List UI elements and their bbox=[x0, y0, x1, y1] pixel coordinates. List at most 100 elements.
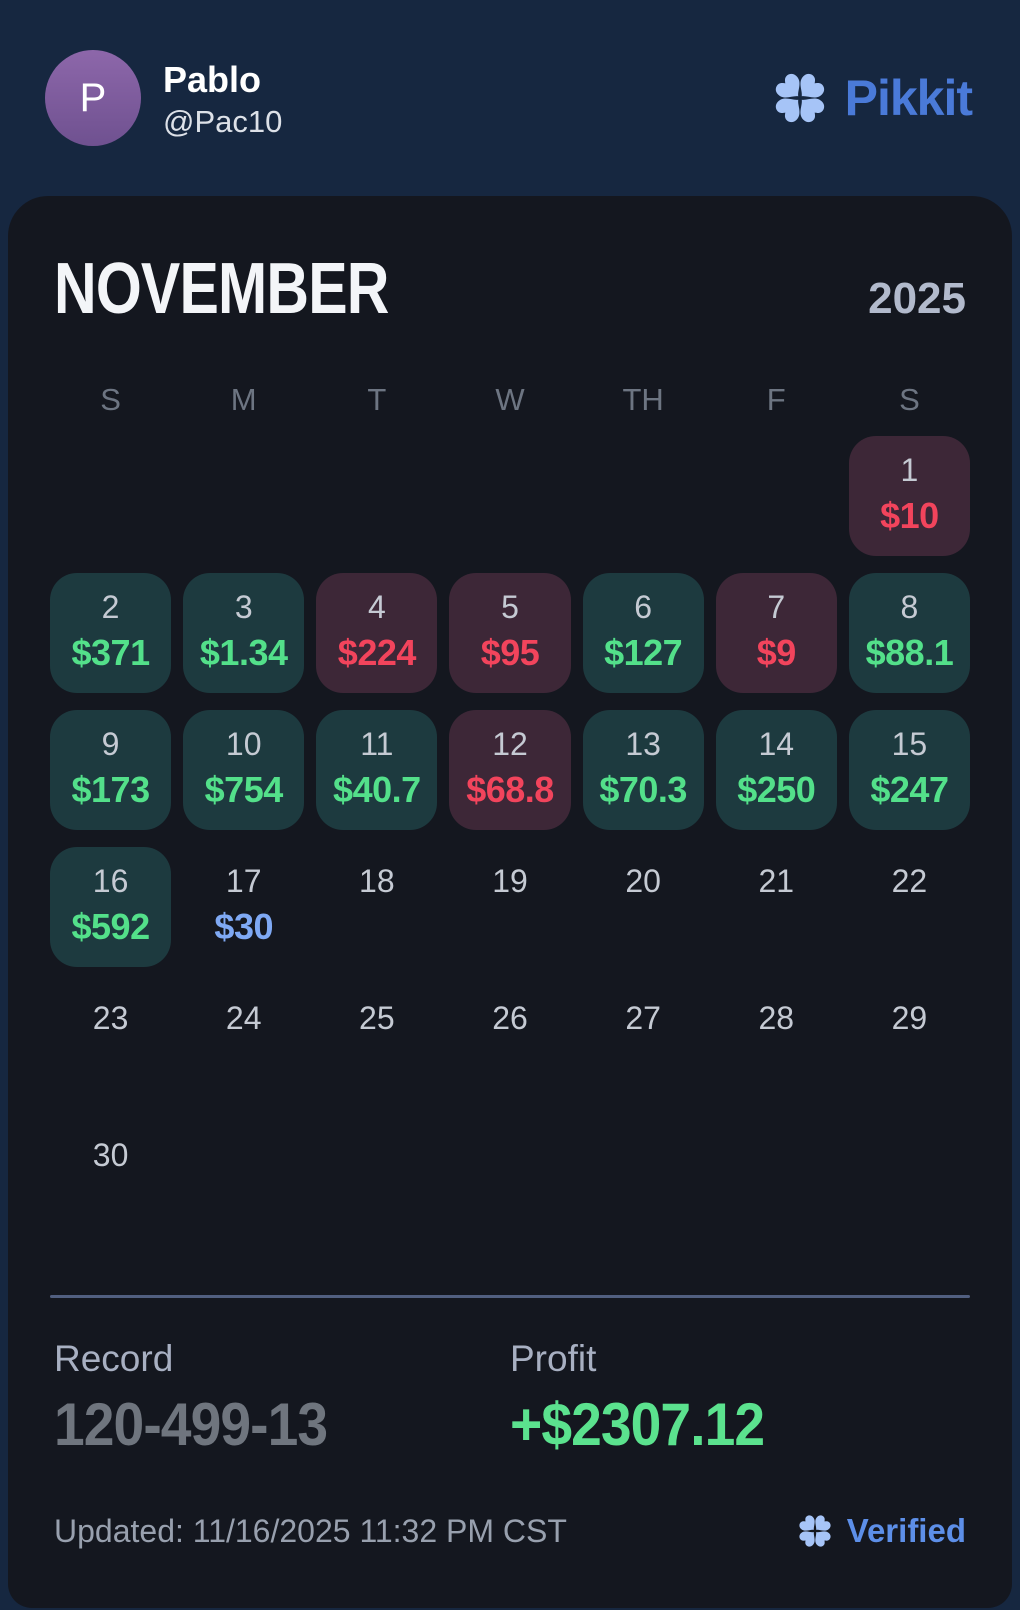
day-number: 22 bbox=[891, 863, 928, 899]
day-number: 6 bbox=[634, 589, 653, 625]
calendar-day-cell-18: 18 bbox=[316, 847, 437, 967]
day-number: 27 bbox=[625, 1000, 661, 1036]
calendar-day-cell-6[interactable]: 6 $127 bbox=[582, 573, 704, 693]
year-label: 2025 bbox=[868, 274, 966, 323]
day-amount: $173 bbox=[71, 768, 151, 810]
day-amount: $70.3 bbox=[599, 768, 687, 810]
day-amount: $754 bbox=[204, 768, 284, 810]
clover-icon bbox=[799, 1515, 831, 1547]
day-number: 23 bbox=[92, 1000, 129, 1036]
user-info: Pablo @Pac10 bbox=[163, 57, 282, 140]
calendar-empty-cell bbox=[716, 436, 837, 556]
calendar-card: NOVEMBER 2025 S M T W TH F S 1 $10 2 $371 3 $… bbox=[8, 196, 1012, 1608]
day-number: 2 bbox=[101, 589, 120, 625]
day-number: 18 bbox=[359, 863, 395, 899]
calendar-day-cell-24: 24 bbox=[183, 984, 304, 1104]
weekday-header-row: S M T W TH F S bbox=[50, 382, 970, 418]
weekday-label-saturday: S bbox=[899, 382, 920, 417]
day-number: 24 bbox=[225, 1000, 262, 1036]
month-title: NOVEMBER bbox=[54, 249, 389, 329]
day-number: 12 bbox=[492, 726, 528, 762]
verified-badge[interactable]: Verified bbox=[795, 1511, 966, 1551]
calendar-empty-cell bbox=[583, 1121, 704, 1241]
calendar-day-cell-2[interactable]: 2 $371 bbox=[50, 573, 172, 693]
day-amount: $95 bbox=[480, 631, 540, 673]
calendar-day-cell-28: 28 bbox=[716, 984, 837, 1104]
calendar-day-cell-1[interactable]: 1 $10 bbox=[848, 436, 970, 556]
calendar-empty-cell bbox=[316, 1121, 437, 1241]
calendar-empty-cell bbox=[716, 1121, 837, 1241]
day-number: 4 bbox=[367, 589, 386, 625]
record-label: Record bbox=[54, 1338, 174, 1379]
day-number: 11 bbox=[360, 726, 394, 762]
updated-timestamp: Updated: 11/16/2025 11:32 PM CST bbox=[54, 1512, 567, 1549]
user-profile[interactable]: P Pablo @Pac10 bbox=[45, 50, 282, 146]
avatar[interactable]: P bbox=[45, 50, 141, 146]
day-number: 15 bbox=[891, 726, 928, 762]
day-number: 1 bbox=[900, 452, 919, 488]
day-number: 17 bbox=[225, 863, 262, 899]
day-amount: $247 bbox=[870, 768, 949, 810]
calendar-day-cell-5[interactable]: 5 $95 bbox=[449, 573, 571, 693]
calendar-day-cell-16[interactable]: 16 $592 bbox=[50, 847, 172, 967]
day-amount: $88.1 bbox=[865, 631, 954, 673]
calendar-day-cell-26: 26 bbox=[449, 984, 570, 1104]
calendar-empty-cell bbox=[449, 436, 570, 556]
day-number: 28 bbox=[758, 1000, 795, 1036]
calendar-day-cell-9[interactable]: 9 $173 bbox=[50, 710, 172, 830]
calendar-day-cell-30: 30 bbox=[50, 1121, 171, 1241]
day-number: 7 bbox=[767, 589, 786, 625]
calendar-empty-cell bbox=[50, 436, 171, 556]
app-header: P Pablo @Pac10 Pikkit bbox=[0, 0, 1020, 196]
day-number: 30 bbox=[92, 1137, 129, 1173]
weekday-label-sunday: S bbox=[100, 382, 121, 417]
calendar-day-cell-25: 25 bbox=[316, 984, 437, 1104]
day-number: 29 bbox=[891, 1000, 928, 1036]
day-amount: $127 bbox=[604, 631, 683, 673]
calendar-day-cell-12[interactable]: 12 $68.8 bbox=[449, 710, 571, 830]
day-amount: $68.8 bbox=[466, 768, 554, 810]
day-number: 14 bbox=[758, 726, 795, 762]
day-number: 26 bbox=[492, 1000, 528, 1036]
calendar-day-cell-11[interactable]: 11 $40.7 bbox=[316, 710, 438, 830]
weekday-label-monday: M bbox=[230, 382, 257, 417]
calendar-empty-cell bbox=[183, 1121, 304, 1241]
calendar-empty-cell bbox=[183, 436, 304, 556]
stats-row: Record 120-499-13 Profit +$2307.12 bbox=[50, 1338, 970, 1459]
calendar-grid: 1 $10 2 $371 3 $1.34 4 $224 5 $95 6 $127 7 $9 8 $88.1 9 $… bbox=[50, 436, 970, 1241]
brand-logo[interactable]: Pikkit bbox=[769, 67, 973, 129]
calendar-day-cell-4[interactable]: 4 $224 bbox=[316, 573, 438, 693]
stats-divider bbox=[50, 1295, 970, 1298]
calendar-day-cell-3[interactable]: 3 $1.34 bbox=[183, 573, 305, 693]
day-number: 8 bbox=[900, 589, 919, 625]
weekday-label-friday: F bbox=[766, 382, 786, 417]
calendar-empty-cell bbox=[316, 436, 437, 556]
calendar-day-cell-23: 23 bbox=[50, 984, 171, 1104]
day-number: 20 bbox=[625, 863, 661, 899]
profit-value: +$2307.12 bbox=[510, 1391, 765, 1458]
card-footer: Updated: 11/16/2025 11:32 PM CST Verifie… bbox=[50, 1511, 970, 1551]
calendar-day-cell-21: 21 bbox=[716, 847, 837, 967]
calendar-day-cell-27: 27 bbox=[583, 984, 704, 1104]
calendar-day-cell-15[interactable]: 15 $247 bbox=[848, 710, 970, 830]
day-number: 9 bbox=[101, 726, 120, 762]
profit-label: Profit bbox=[510, 1338, 597, 1379]
day-number: 16 bbox=[92, 863, 129, 899]
calendar-day-cell-8[interactable]: 8 $88.1 bbox=[848, 573, 970, 693]
weekday-label-wednesday: W bbox=[495, 382, 525, 417]
day-number: 5 bbox=[501, 589, 519, 625]
calendar-day-cell-17[interactable]: 17 $30 bbox=[183, 847, 304, 967]
verified-label: Verified bbox=[846, 1512, 966, 1549]
day-number: 19 bbox=[492, 863, 528, 899]
avatar-initial: P bbox=[79, 75, 107, 120]
calendar-title-row: NOVEMBER 2025 bbox=[50, 248, 970, 330]
calendar-day-cell-14[interactable]: 14 $250 bbox=[715, 710, 837, 830]
day-amount: $9 bbox=[756, 631, 797, 673]
calendar-empty-cell bbox=[849, 1121, 970, 1241]
calendar-day-cell-7[interactable]: 7 $9 bbox=[715, 573, 837, 693]
day-number: 10 bbox=[225, 726, 262, 762]
day-number: 21 bbox=[758, 863, 795, 899]
calendar-day-cell-10[interactable]: 10 $754 bbox=[183, 710, 305, 830]
clover-icon bbox=[775, 73, 824, 123]
calendar-day-cell-13[interactable]: 13 $70.3 bbox=[582, 710, 704, 830]
